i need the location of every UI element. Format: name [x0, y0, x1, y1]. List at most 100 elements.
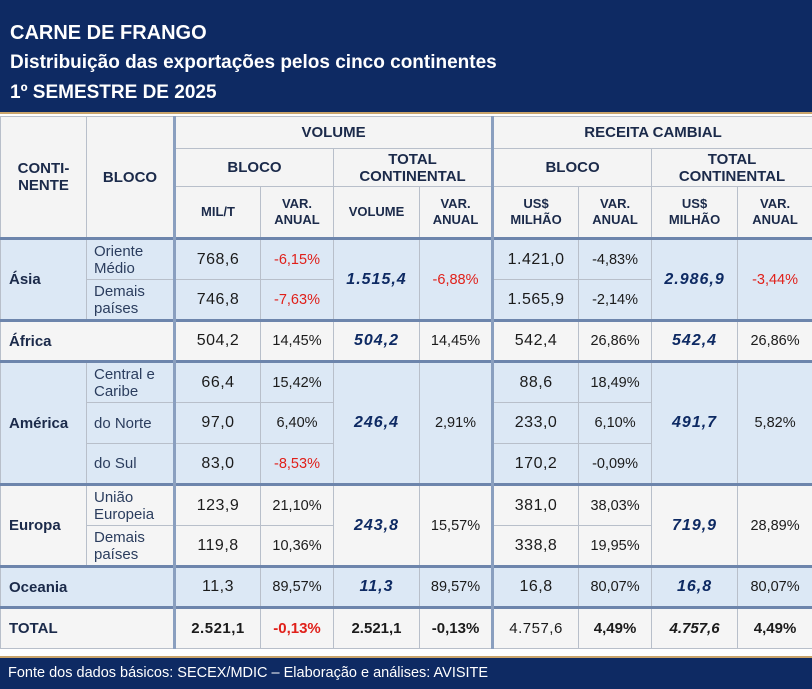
- vol-total-var: 2,91%: [418, 360, 494, 485]
- title-banner: CARNE DE FRANGO Distribuição das exporta…: [0, 0, 812, 114]
- var-1-l1: VAR.: [281, 196, 313, 211]
- rec-var: 6,10%: [578, 402, 653, 444]
- rec-var: 38,03%: [578, 483, 653, 526]
- rec-var: 19,95%: [578, 525, 653, 567]
- vol-var: 21,10%: [260, 483, 334, 526]
- var-4-l1: VAR.: [759, 196, 791, 211]
- rec-value: 542,4: [491, 319, 580, 362]
- us-1-l1: US$: [523, 196, 549, 211]
- var-3-l2: ANUAL: [592, 212, 638, 227]
- vol-value: 768,6: [173, 237, 261, 280]
- period: 1º SEMESTRE DE 2025: [10, 82, 217, 103]
- rec-total-var: -3,44%: [737, 237, 812, 321]
- bloco-europa-1-l2: Europeia: [94, 505, 155, 523]
- vol-total: 2.521,1: [333, 606, 420, 649]
- vol-total: 11,3: [333, 565, 420, 608]
- continent-oceania: Oceania: [0, 565, 175, 608]
- var-2-l2: ANUAL: [432, 212, 479, 227]
- col-header-rec-bloco: BLOCO: [491, 148, 653, 187]
- col-header-continente-l1: CONTI-: [17, 160, 70, 177]
- vol-var: -8,53%: [260, 443, 334, 485]
- table-row: Oceania 11,3 89,57% 11,3 89,57% 16,8 80,…: [0, 565, 812, 608]
- bloco-asia-1-l1: Oriente: [94, 242, 144, 260]
- col-header-var-4: VAR. ANUAL: [737, 186, 812, 239]
- bloco-america-1-l2: Caribe: [94, 382, 139, 400]
- continent-africa: África: [0, 319, 175, 362]
- vol-var: 6,40%: [260, 402, 334, 444]
- rec-var: 80,07%: [578, 565, 653, 608]
- col-header-var-2: VAR. ANUAL: [418, 186, 494, 239]
- rec-value: 16,8: [491, 565, 580, 608]
- col-header-volume-sub: VOLUME: [333, 186, 420, 239]
- rec-total: 4.757,6: [651, 606, 739, 649]
- table-row-total: TOTAL 2.521,1 -0,13% 2.521,1 -0,13% 4.75…: [0, 606, 812, 649]
- bloco-asia-1-l2: Médio: [94, 259, 135, 277]
- table-row: América Central e Caribe 66,4 15,42% 246,…: [0, 360, 812, 485]
- var-1-l2: ANUAL: [274, 212, 320, 227]
- vol-value: 746,8: [173, 279, 261, 321]
- vol-value: 2.521,1: [173, 606, 261, 649]
- bloco-europa-2: Demais países: [86, 525, 175, 567]
- vol-total: 504,2: [333, 319, 420, 362]
- vol-total-var: 14,45%: [418, 319, 494, 362]
- col-header-vol-bloco: BLOCO: [173, 148, 334, 187]
- continent-asia: Ásia: [0, 237, 87, 321]
- col-header-milt: MIL/T: [173, 186, 261, 239]
- vol-value: 119,8: [173, 525, 261, 567]
- col-header-var-3: VAR. ANUAL: [578, 186, 653, 239]
- col-header-continente-l2: NENTE: [18, 177, 69, 194]
- bloco-europa-1: União Europeia: [86, 483, 175, 526]
- rec-value: 338,8: [491, 525, 580, 567]
- rec-var: -2,14%: [578, 279, 653, 321]
- continent-europa: Europa: [0, 483, 87, 567]
- bloco-america-1: Central e Caribe: [86, 360, 175, 403]
- bloco-america-1-l1: Central e: [94, 365, 155, 383]
- vol-var: -0,13%: [260, 606, 334, 649]
- vol-value: 11,3: [173, 565, 261, 608]
- var-4-l2: ANUAL: [752, 212, 798, 227]
- bloco-america-2: do Norte: [86, 402, 175, 444]
- vol-total-l1: TOTAL: [388, 150, 437, 168]
- total-label: TOTAL: [0, 606, 175, 649]
- bloco-asia-2: Demais países: [86, 279, 175, 321]
- vol-value: 83,0: [173, 443, 261, 485]
- col-header-us-2: US$ MILHÃO: [651, 186, 739, 239]
- rec-total-var: 26,86%: [737, 319, 812, 362]
- vol-value: 66,4: [173, 360, 261, 403]
- vol-total-l2: CONTINENTAL: [359, 167, 466, 185]
- col-header-receita: RECEITA CAMBIAL: [491, 116, 812, 149]
- bloco-europa-2-l2: países: [94, 545, 139, 563]
- rec-total: 542,4: [651, 319, 739, 362]
- col-header-volume: VOLUME: [172, 116, 494, 149]
- us-2-l1: US$: [681, 196, 708, 211]
- vol-var: -6,15%: [260, 237, 334, 280]
- vol-var: -7,63%: [260, 279, 334, 321]
- vol-value: 504,2: [173, 319, 261, 362]
- vol-total: 243,8: [333, 483, 420, 567]
- col-header-var-1: VAR. ANUAL: [260, 186, 334, 239]
- col-header-vol-total: TOTAL CONTINENTAL: [332, 148, 494, 187]
- export-table: CONTI- NENTE BLOCO VOLUME RECEITA CAMBIA…: [0, 116, 812, 649]
- us-2-l2: MILHÃO: [668, 212, 721, 227]
- var-2-l1: VAR.: [440, 196, 471, 211]
- vol-var: 10,36%: [260, 525, 334, 567]
- rec-value: 170,2: [491, 443, 580, 485]
- rec-total: 2.986,9: [651, 237, 739, 321]
- rec-total-var: 80,07%: [737, 565, 812, 608]
- rec-total: 719,9: [651, 483, 739, 567]
- col-header-us-1: US$ MILHÃO: [491, 186, 580, 239]
- rec-var: -0,09%: [578, 443, 653, 485]
- vol-var: 89,57%: [260, 565, 334, 608]
- bloco-asia-1: Oriente Médio: [86, 237, 175, 280]
- bloco-asia-2-l2: países: [94, 299, 139, 317]
- vol-value: 97,0: [173, 402, 261, 444]
- table-row: África 504,2 14,45% 504,2 14,45% 542,4 2…: [0, 319, 812, 362]
- rec-var: 18,49%: [578, 360, 653, 403]
- rec-total-l2: CONTINENTAL: [678, 167, 786, 185]
- table-row: Demais países 746,8 -7,63% 1.565,9 -2,14%: [1, 279, 812, 321]
- rec-value: 1.421,0: [491, 237, 580, 280]
- rec-value: 233,0: [491, 402, 580, 444]
- bloco-europa-1-l1: União: [94, 488, 134, 506]
- rec-total-var: 28,89%: [737, 483, 812, 567]
